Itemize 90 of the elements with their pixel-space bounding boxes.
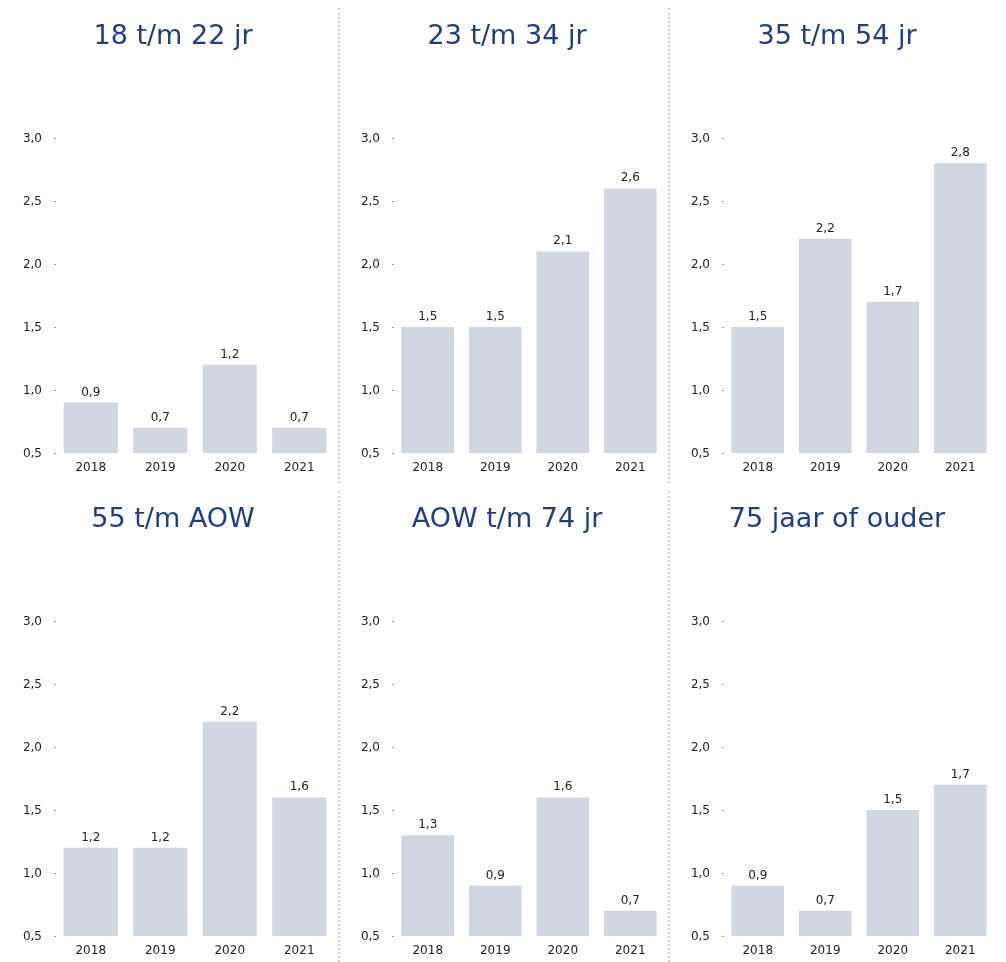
y-tick-label: 3,0 <box>360 614 380 628</box>
x-tick-label: 2020 <box>547 943 579 957</box>
x-tick-label: 2018 <box>742 460 774 474</box>
x-tick-label: 2020 <box>877 460 909 474</box>
y-tick-label: 2,5 <box>360 677 380 691</box>
chart-title: AOW t/m 74 jr <box>411 502 604 533</box>
chart-title: 23 t/m 34 jr <box>427 19 588 50</box>
x-tick-label: 2020 <box>214 943 246 957</box>
y-tick-label: 2,0 <box>690 740 710 754</box>
chart-title: 75 jaar of ouder <box>728 502 947 533</box>
x-tick-label: 2020 <box>547 460 579 474</box>
data-label: 0,7 <box>150 409 170 424</box>
data-label: 1,7 <box>883 283 903 298</box>
chart-title: 18 t/m 22 jr <box>93 19 254 50</box>
y-tick-label: 1,5 <box>690 803 710 817</box>
y-tick-label: 3,0 <box>690 614 710 628</box>
y-tick-label: 1,0 <box>360 866 380 880</box>
data-label: 1,6 <box>289 779 309 794</box>
x-tick-label: 2018 <box>742 943 774 957</box>
x-tick-label: 2021 <box>283 460 315 474</box>
y-tick-label: 3,0 <box>360 131 380 145</box>
y-tick-label: 3,0 <box>690 131 710 145</box>
x-tick-label: 2019 <box>809 943 841 957</box>
data-label: 2,8 <box>950 145 970 160</box>
data-label: 0,9 <box>748 867 768 882</box>
x-tick-label: 2021 <box>614 460 646 474</box>
x-tick-label: 2018 <box>412 943 444 957</box>
y-tick-label: 1,0 <box>22 866 42 880</box>
x-tick-label: 2020 <box>877 943 909 957</box>
x-tick-label: 2018 <box>75 943 107 957</box>
data-label: 1,5 <box>748 309 768 323</box>
y-tick-label: 1,5 <box>22 803 42 817</box>
data-label: 2,1 <box>553 233 573 248</box>
data-label: 1,2 <box>150 829 170 844</box>
y-tick-label: 1,5 <box>360 320 380 334</box>
data-label: 1,5 <box>883 792 903 806</box>
data-label: 1,5 <box>485 309 505 323</box>
y-tick-label: 2,5 <box>360 194 380 208</box>
x-tick-label: 2018 <box>412 460 444 474</box>
data-label: 1,7 <box>950 766 970 781</box>
y-tick-label: 2,0 <box>22 257 42 271</box>
y-tick-label: 1,0 <box>22 383 42 397</box>
y-tick-label: 1,0 <box>360 383 380 397</box>
x-tick-label: 2019 <box>809 460 841 474</box>
y-tick-label: 1,5 <box>22 320 42 334</box>
y-tick-label: 3,0 <box>22 131 42 145</box>
x-tick-label: 2021 <box>944 460 976 474</box>
data-label: 2,2 <box>220 703 240 718</box>
x-tick-label: 2018 <box>75 460 107 474</box>
data-label: 1,5 <box>418 309 438 323</box>
data-label: 0,7 <box>620 892 640 907</box>
data-label: 1,2 <box>220 346 240 361</box>
y-tick-label: 2,5 <box>690 677 710 691</box>
y-tick-label: 0,5 <box>360 446 380 460</box>
y-tick-label: 1,0 <box>690 383 710 397</box>
y-tick-label: 1,0 <box>690 866 710 880</box>
y-tick-label: 0,5 <box>360 929 380 943</box>
chart-title: 35 t/m 54 jr <box>757 19 918 50</box>
y-tick-label: 0,5 <box>690 929 710 943</box>
y-tick-label: 3,0 <box>22 614 42 628</box>
y-tick-label: 2,5 <box>22 194 42 208</box>
x-tick-label: 2021 <box>944 943 976 957</box>
data-label: 0,9 <box>485 867 505 882</box>
y-tick-label: 2,5 <box>690 194 710 208</box>
y-tick-label: 2,0 <box>22 740 42 754</box>
y-tick-label: 1,5 <box>360 803 380 817</box>
x-tick-label: 2020 <box>214 460 246 474</box>
x-tick-label: 2021 <box>283 943 315 957</box>
data-label: 1,2 <box>81 829 101 844</box>
data-label: 2,6 <box>620 170 640 185</box>
data-label: 0,9 <box>81 384 101 399</box>
x-tick-label: 2019 <box>144 943 176 957</box>
y-tick-label: 0,5 <box>690 446 710 460</box>
chart-title: 55 t/m AOW <box>91 502 255 533</box>
data-label: 2,2 <box>815 220 835 235</box>
data-label: 0,7 <box>289 409 309 424</box>
x-tick-label: 2019 <box>144 460 176 474</box>
y-tick-label: 0,5 <box>22 929 42 943</box>
y-tick-label: 0,5 <box>22 446 42 460</box>
y-tick-label: 2,0 <box>360 257 380 271</box>
x-tick-label: 2019 <box>479 460 511 474</box>
x-tick-label: 2019 <box>479 943 511 957</box>
data-label: 1,3 <box>418 817 438 832</box>
y-tick-label: 2,5 <box>22 677 42 691</box>
y-tick-label: 2,0 <box>360 740 380 754</box>
y-tick-label: 2,0 <box>690 257 710 271</box>
y-tick-label: 1,5 <box>690 320 710 334</box>
x-tick-label: 2021 <box>614 943 646 957</box>
data-label: 0,7 <box>815 892 835 907</box>
data-label: 1,6 <box>553 779 573 794</box>
